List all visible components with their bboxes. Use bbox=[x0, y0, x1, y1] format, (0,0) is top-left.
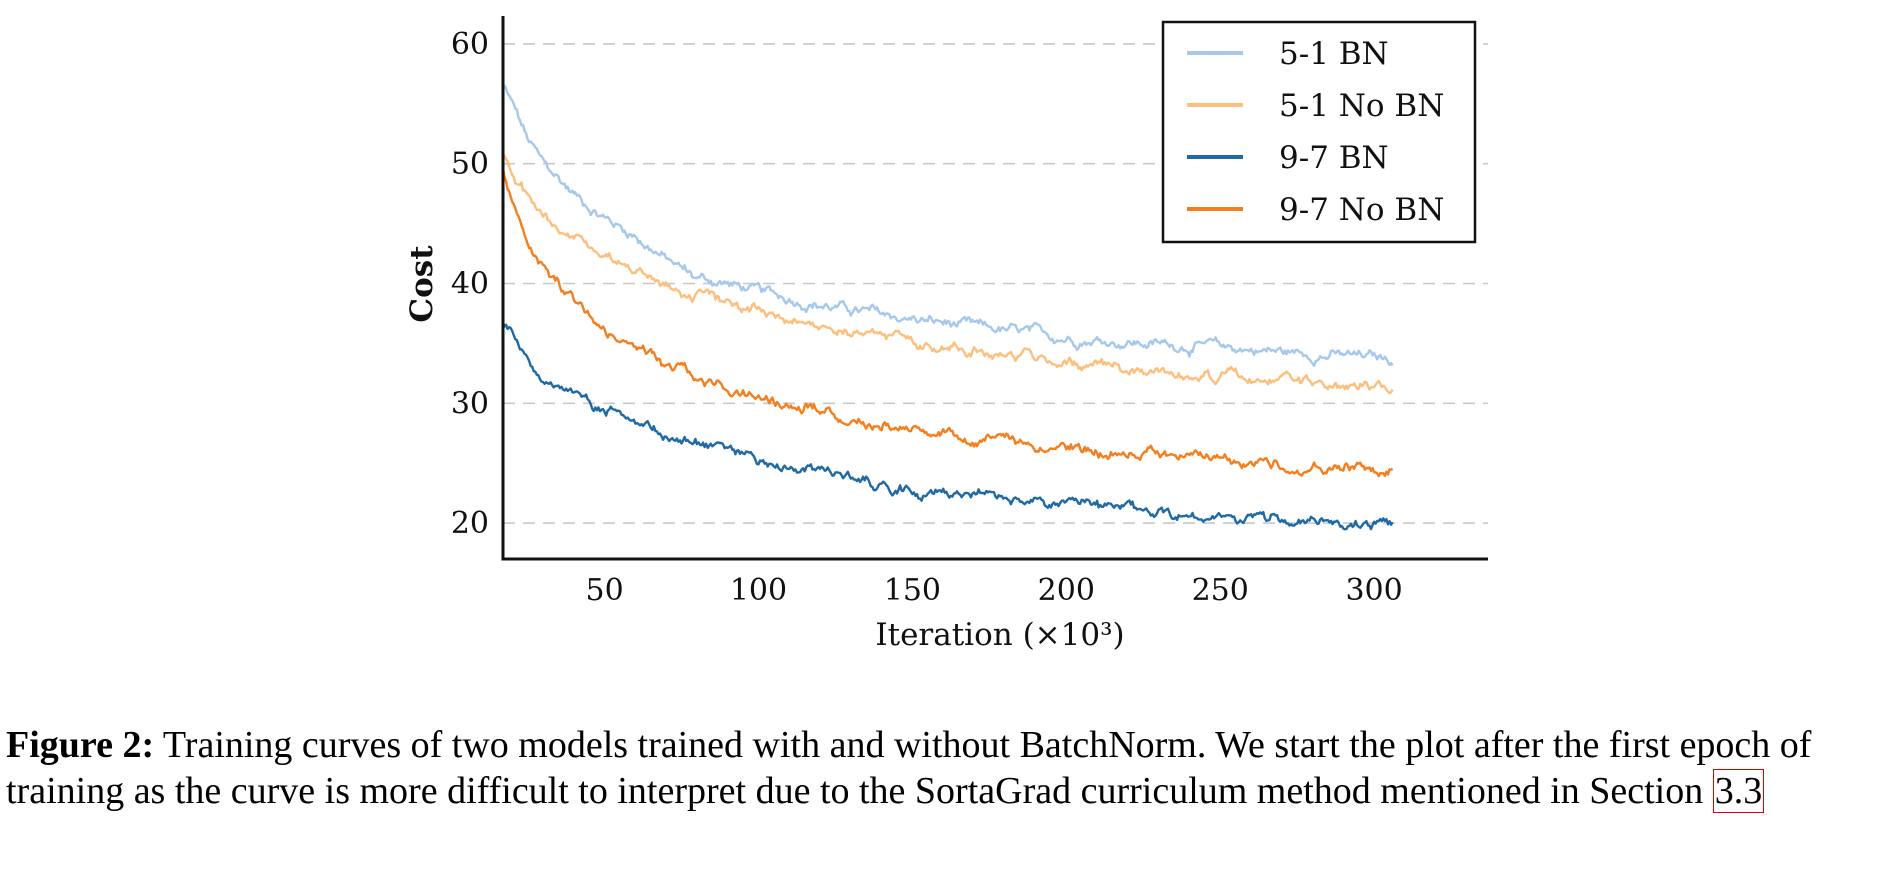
training-cost-chart: 50 100 150 200 250 300 20 30 40 50 60 Iteration (… bbox=[404, 16, 1488, 653]
caption-text: Training curves of two models trained wi… bbox=[6, 724, 1812, 812]
axes bbox=[501, 16, 1488, 561]
x-tick-label-250: 250 bbox=[1192, 573, 1249, 608]
legend-box bbox=[1161, 20, 1477, 244]
y-axis-label: Cost bbox=[404, 245, 440, 323]
figure-caption: Figure 2: Training curves of two models … bbox=[6, 722, 1892, 814]
section-reference-link[interactable]: 3.3 bbox=[1712, 769, 1765, 813]
y-tick-labels: 20 30 40 50 60 bbox=[451, 27, 489, 541]
x-tick-labels: 50 100 150 200 250 300 bbox=[585, 573, 1402, 608]
y-tick-label-60: 60 bbox=[451, 27, 489, 62]
series-line-1 bbox=[502, 84, 1394, 368]
series-lines bbox=[501, 84, 1394, 531]
series-line-3 bbox=[501, 321, 1394, 531]
figure-label: Figure 2: bbox=[6, 724, 155, 766]
legend: 5-1 BN 5-1 No BN 9-7 BN 9-7 No BN bbox=[1161, 20, 1477, 244]
legend-label-4: 9-7 No BN bbox=[1279, 192, 1444, 228]
x-tick-label-50: 50 bbox=[585, 573, 623, 608]
y-tick-label-30: 30 bbox=[451, 386, 489, 421]
x-tick-label-150: 150 bbox=[884, 573, 941, 608]
legend-label-1: 5-1 BN bbox=[1279, 36, 1389, 72]
y-tick-label-40: 40 bbox=[451, 267, 489, 302]
x-tick-label-200: 200 bbox=[1038, 573, 1095, 608]
legend-label-3: 9-7 BN bbox=[1279, 140, 1389, 176]
series-line-4 bbox=[501, 168, 1394, 478]
y-tick-label-50: 50 bbox=[451, 147, 489, 182]
x-tick-label-300: 300 bbox=[1345, 573, 1402, 608]
x-tick-label-100: 100 bbox=[730, 573, 787, 608]
x-axis-label: Iteration (×10³) bbox=[875, 617, 1124, 653]
series-line-2 bbox=[502, 153, 1394, 395]
y-tick-label-20: 20 bbox=[451, 506, 489, 541]
legend-label-2: 5-1 No BN bbox=[1279, 88, 1444, 124]
